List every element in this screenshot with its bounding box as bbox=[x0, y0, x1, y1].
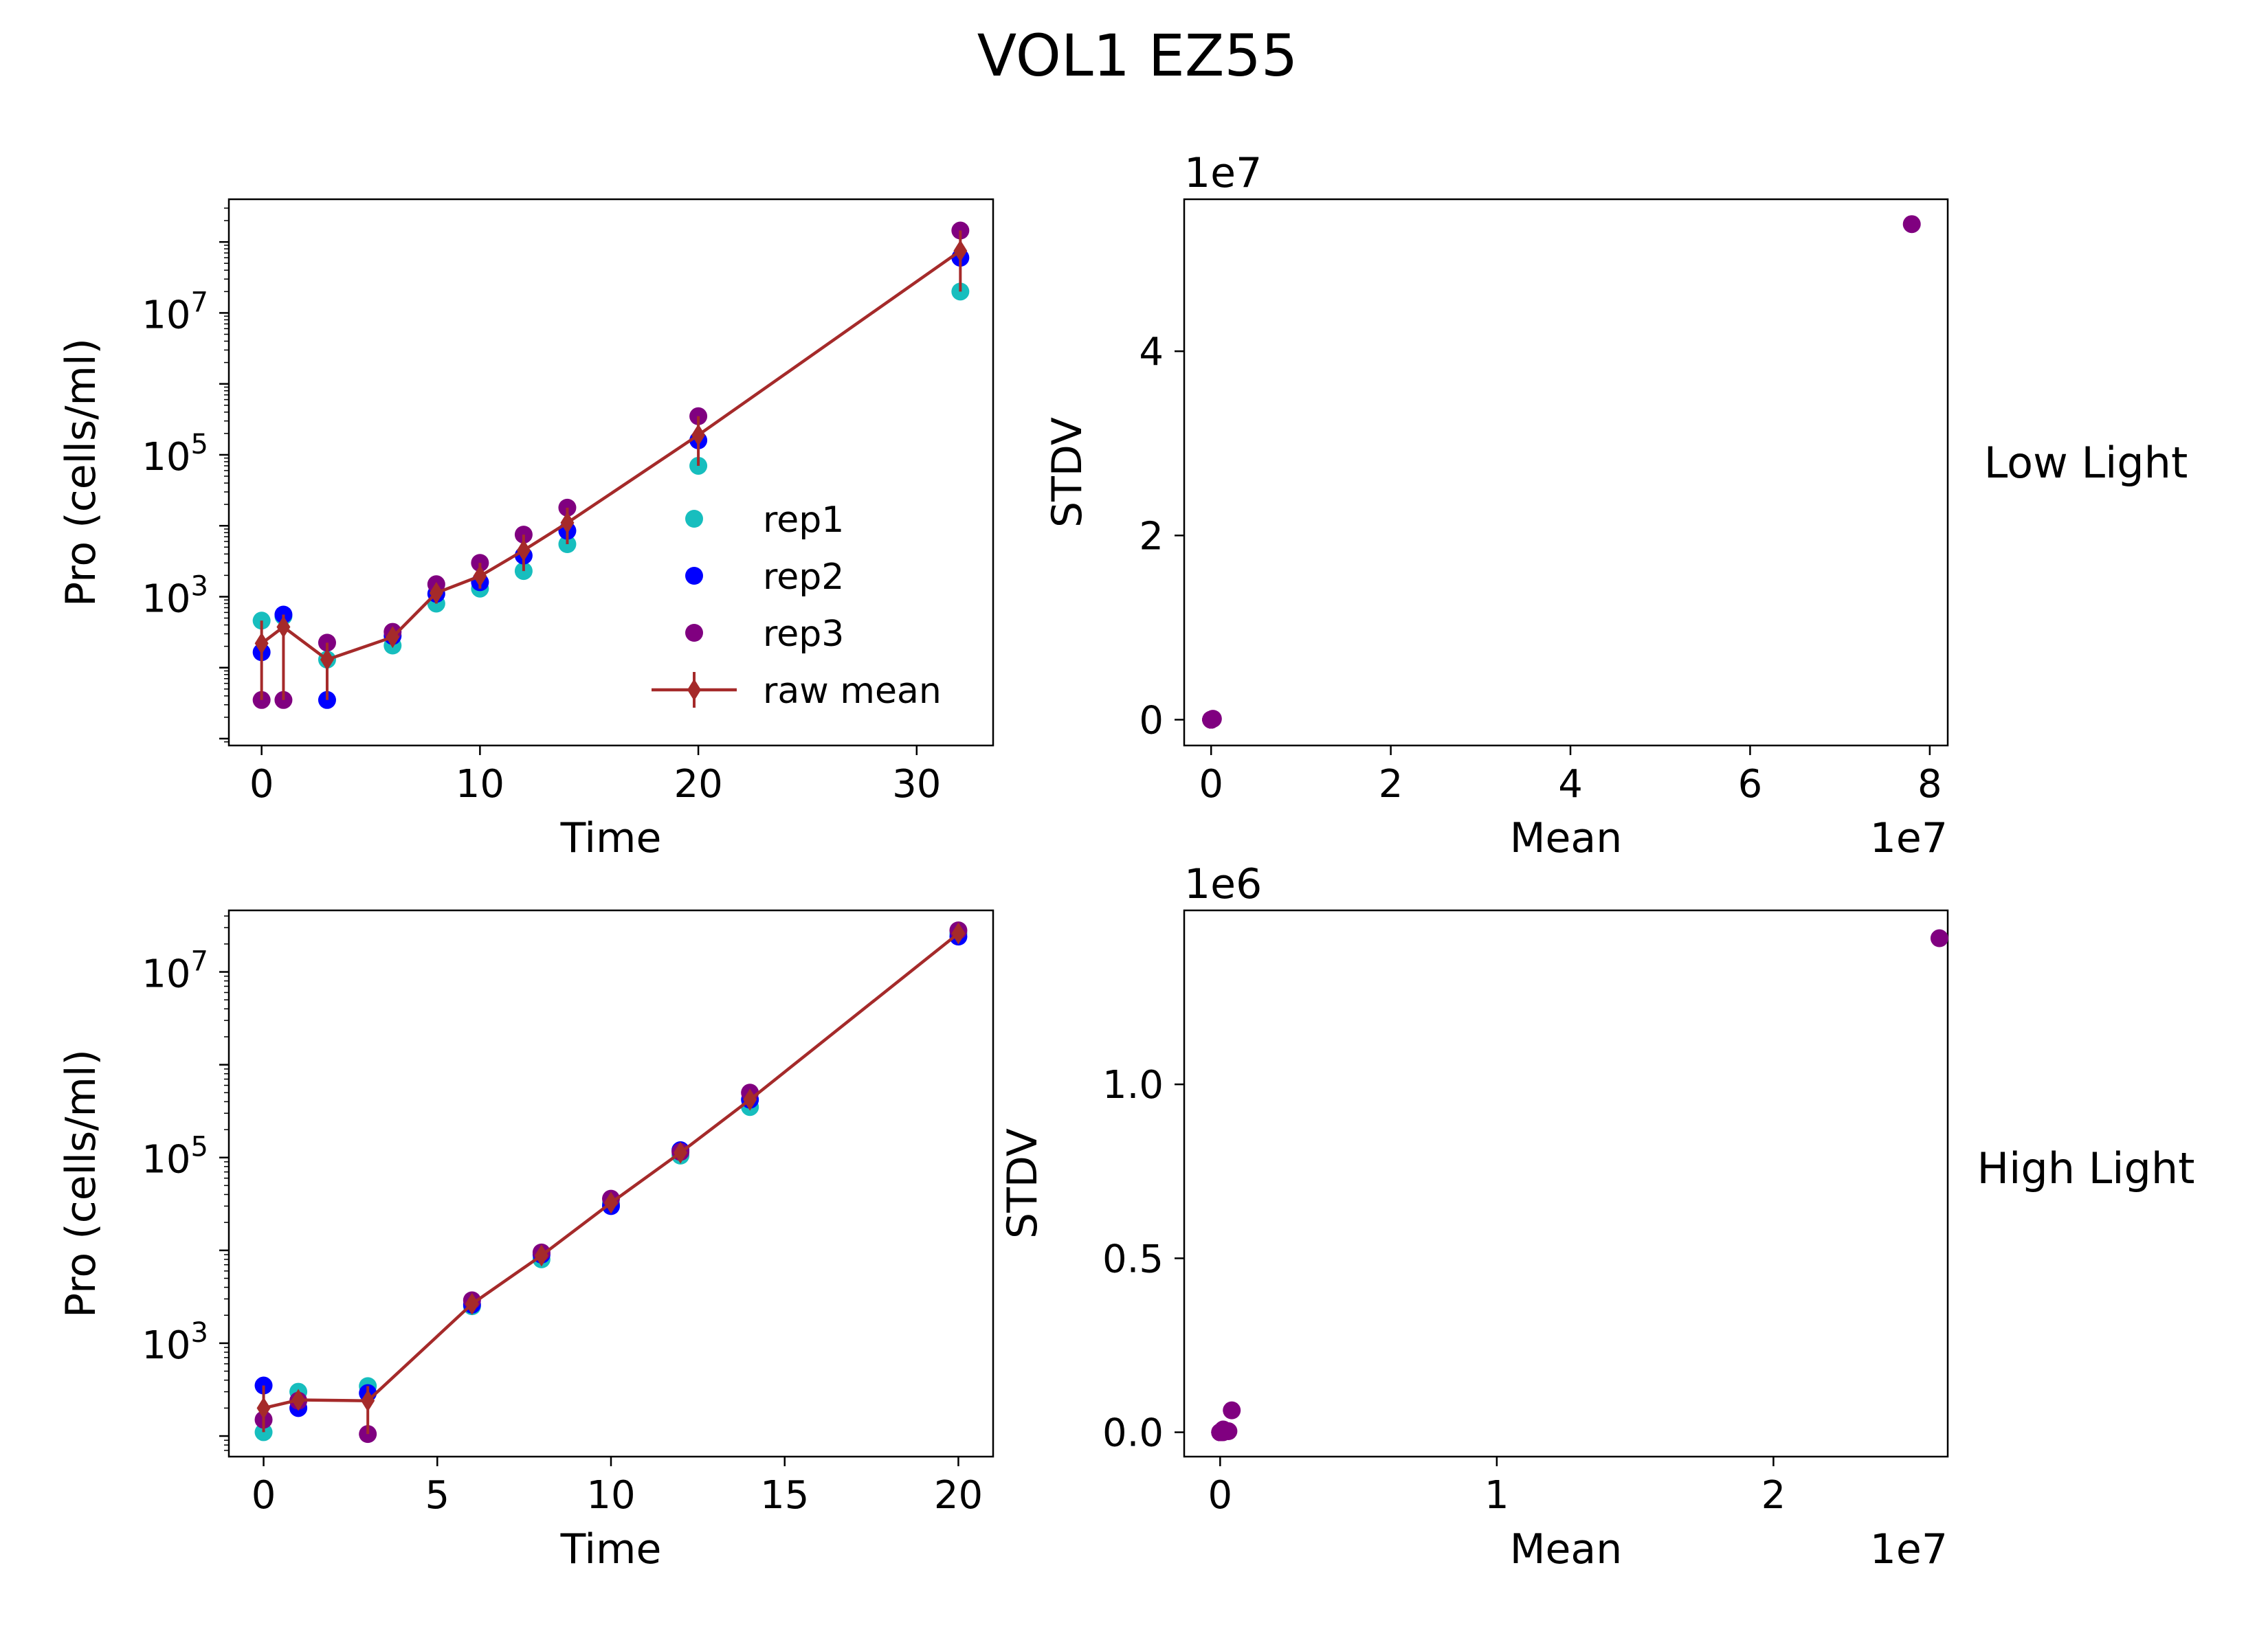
legend-raw-mean-marker bbox=[687, 679, 701, 701]
y-tick-label: 107 bbox=[142, 946, 208, 997]
figure-title: VOL1 EZ55 bbox=[977, 22, 1298, 89]
y-axis-label: Pro (cells/ml) bbox=[57, 1049, 105, 1318]
legend-rep1-label: rep1 bbox=[763, 500, 844, 541]
legend-rep2-marker bbox=[685, 567, 703, 585]
y-tick-label: 103 bbox=[142, 1317, 208, 1368]
y-axis-label: STDV bbox=[1043, 417, 1091, 528]
raw-mean-marker bbox=[953, 240, 968, 262]
raw-mean-line bbox=[260, 249, 961, 662]
legend-raw-mean-label: raw mean bbox=[763, 671, 942, 712]
x-axis-label: Mean bbox=[1510, 814, 1622, 862]
x-axis-label: Time bbox=[560, 814, 662, 862]
x-tick-label: 10 bbox=[456, 762, 504, 807]
stdv-point bbox=[1214, 1420, 1232, 1439]
high-light-growth-panel: 0 5 10 15 20 Time 103 105 107 Pro (cells/ml) bbox=[57, 909, 994, 1573]
raw-mean-marker bbox=[291, 1389, 306, 1411]
x-tick-label: 30 bbox=[892, 762, 941, 807]
raw-mean-marker bbox=[465, 1292, 479, 1315]
raw-mean-marker bbox=[254, 632, 269, 655]
y-tick-label: 0 bbox=[1139, 698, 1164, 743]
y-axis-label: Pro (cells/ml) bbox=[57, 338, 105, 607]
row-label-high-light: High Light bbox=[1977, 1143, 2195, 1193]
y-tick-label: 4 bbox=[1139, 330, 1164, 374]
raw-mean-marker bbox=[743, 1088, 757, 1111]
raw-mean-marker bbox=[534, 1244, 548, 1267]
raw-mean-marker bbox=[429, 581, 443, 604]
x-tick-label: 10 bbox=[586, 1473, 635, 1518]
y-tick-label: 2 bbox=[1139, 514, 1164, 559]
raw-mean-marker bbox=[560, 511, 575, 534]
legend-rep1-marker bbox=[685, 510, 703, 528]
stdv-point bbox=[1203, 710, 1222, 728]
x-tick-label: 4 bbox=[1558, 762, 1583, 807]
legend-rep3-marker bbox=[685, 624, 703, 642]
x-offset-label: 1e7 bbox=[1870, 814, 1948, 862]
legend-rep3-label: rep3 bbox=[763, 614, 844, 655]
plot-frame bbox=[1183, 198, 1949, 747]
y-tick-label: 107 bbox=[142, 287, 208, 337]
x-tick-label: 15 bbox=[760, 1473, 809, 1518]
raw-mean-marker bbox=[256, 1397, 271, 1420]
x-tick-label: 0 bbox=[1199, 762, 1223, 807]
legend: rep1 rep2 rep3 raw mean bbox=[652, 500, 942, 712]
stdv-point bbox=[1930, 929, 1948, 947]
x-axis-label: Mean bbox=[1510, 1525, 1622, 1573]
y-tick-label: 1.0 bbox=[1102, 1063, 1164, 1108]
plot-frame bbox=[1183, 909, 1949, 1458]
x-tick-label: 0 bbox=[252, 1473, 276, 1518]
y-tick-label: 0.0 bbox=[1102, 1411, 1164, 1456]
x-tick-label: 0 bbox=[249, 762, 274, 807]
y-axis-label: STDV bbox=[999, 1128, 1047, 1239]
x-tick-label: 6 bbox=[1738, 762, 1763, 807]
raw-mean-marker bbox=[386, 626, 400, 649]
x-tick-label: 8 bbox=[1917, 762, 1942, 807]
raw-mean-marker bbox=[320, 648, 334, 671]
row-label-low-light: Low Light bbox=[1984, 438, 2188, 488]
low-light-stdv-panel: 0 2 4 6 8 Mean 0 2 4 STDV 1e7 1e7 bbox=[1043, 149, 1949, 862]
legend-rep2-label: rep2 bbox=[763, 557, 844, 598]
plot-frame bbox=[227, 198, 994, 747]
y-tick-label: 0.5 bbox=[1102, 1237, 1164, 1281]
raw-mean-marker bbox=[276, 616, 291, 638]
raw-mean-marker bbox=[674, 1141, 688, 1164]
x-axis-label: Time bbox=[560, 1525, 662, 1573]
stdv-point bbox=[1902, 215, 1921, 234]
x-offset-label: 1e7 bbox=[1870, 1525, 1948, 1573]
raw-mean-marker bbox=[473, 565, 487, 587]
stdv-point bbox=[1223, 1401, 1241, 1420]
x-tick-label: 2 bbox=[1761, 1473, 1786, 1518]
x-tick-label: 5 bbox=[425, 1473, 449, 1518]
x-tick-label: 1 bbox=[1485, 1473, 1509, 1518]
y-tick-label: 105 bbox=[142, 429, 208, 480]
y-offset-label: 1e7 bbox=[1184, 149, 1262, 197]
raw-mean-marker bbox=[951, 922, 966, 945]
high-light-stdv-panel: 0 1 2 Mean 0.0 0.5 1.0 STDV 1e6 1e7 bbox=[999, 860, 1949, 1573]
x-tick-label: 20 bbox=[934, 1473, 983, 1518]
x-tick-label: 20 bbox=[674, 762, 722, 807]
x-tick-label: 2 bbox=[1379, 762, 1403, 807]
y-offset-label: 1e6 bbox=[1184, 860, 1262, 908]
raw-mean-marker bbox=[604, 1191, 618, 1214]
raw-mean-marker bbox=[361, 1389, 375, 1412]
x-tick-label: 0 bbox=[1208, 1473, 1233, 1518]
raw-mean-marker bbox=[516, 539, 531, 562]
y-tick-label: 105 bbox=[142, 1132, 208, 1182]
y-tick-label: 103 bbox=[142, 570, 208, 621]
raw-mean-marker bbox=[691, 424, 706, 447]
